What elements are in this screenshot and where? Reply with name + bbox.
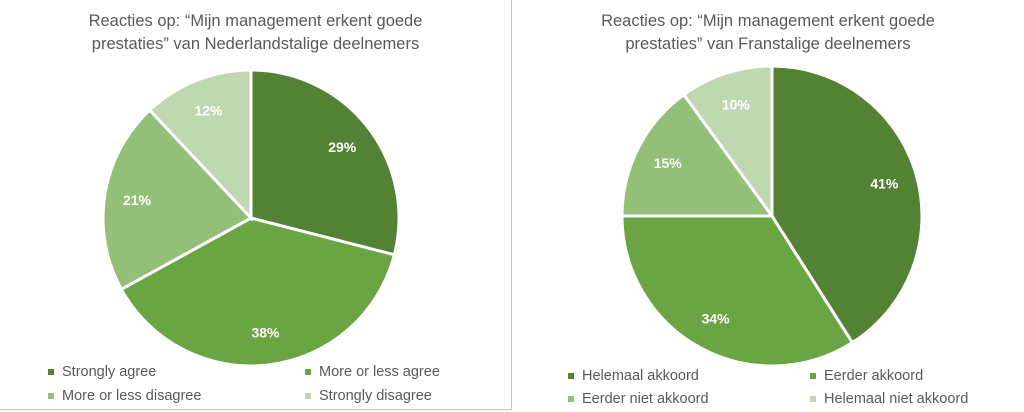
legend-label: Strongly agree <box>62 364 157 380</box>
pie-slice <box>249 68 401 257</box>
data-label: 10% <box>722 97 751 113</box>
chart-title-line: prestaties” van Franstalige deelnemers <box>625 35 911 53</box>
legend-label: Helemaal niet akkoord <box>824 391 969 407</box>
legend-item: Eerder niet akkoord <box>568 391 709 407</box>
legend-swatch <box>48 369 54 375</box>
legend-label: More or less disagree <box>62 388 202 404</box>
chart-title: Reacties op: “Mijn management erkent goe… <box>512 10 1024 56</box>
pie-slice <box>101 107 254 292</box>
chart-french-respondents: Reacties op: “Mijn management erkent goe… <box>512 0 1024 410</box>
legend-label: Eerder niet akkoord <box>582 391 709 407</box>
legend-swatch <box>305 369 311 375</box>
legend-item: Eerder akkoord <box>810 368 923 384</box>
legend-item: More or less disagree <box>48 388 201 404</box>
legend-item: Strongly agree <box>48 364 156 380</box>
data-label: 41% <box>870 175 899 191</box>
chart-title-line: prestaties” van Nederlandstalige deelnem… <box>91 35 420 53</box>
legend-swatch <box>568 373 574 379</box>
chart-title: Reacties op: “Mijn management erkent goe… <box>0 10 511 56</box>
data-label: 15% <box>654 155 683 171</box>
chart-title-line: Reacties op: “Mijn management erkent goe… <box>601 12 935 30</box>
legend-item: Strongly disagree <box>305 388 432 404</box>
legend-item: Helemaal niet akkoord <box>810 391 968 407</box>
pie-slice <box>620 214 855 368</box>
chart-dutch-respondents: Reacties op: “Mijn management erkent goe… <box>0 0 512 410</box>
legend-swatch <box>810 396 816 402</box>
legend-swatch <box>305 393 311 399</box>
pie-svg: 29% 38% 21% 12% <box>101 68 401 368</box>
legend-swatch <box>48 393 54 399</box>
data-label: 38% <box>251 325 280 341</box>
legend-swatch <box>568 396 574 402</box>
legend-label: Helemaal akkoord <box>582 368 699 384</box>
pie-slice <box>681 64 774 221</box>
chart-title-line: Reacties op: “Mijn management erkent goe… <box>88 12 423 30</box>
pie-slice <box>620 92 775 218</box>
data-label: 21% <box>123 192 152 208</box>
pie-svg: 41% 34% 15% 10% <box>620 64 924 368</box>
legend-label: Eerder akkoord <box>824 368 924 384</box>
legend-item: Helemaal akkoord <box>568 368 699 384</box>
pie-slice <box>119 216 397 368</box>
legend-swatch <box>810 373 816 379</box>
legend-label: Strongly disagree <box>319 388 432 404</box>
legend-item: More or less agree <box>305 364 440 380</box>
data-label: 12% <box>194 103 223 119</box>
data-label: 29% <box>328 139 357 155</box>
data-label: 34% <box>702 311 731 327</box>
pie-slice <box>147 68 253 222</box>
legend-label: More or less agree <box>319 364 440 380</box>
